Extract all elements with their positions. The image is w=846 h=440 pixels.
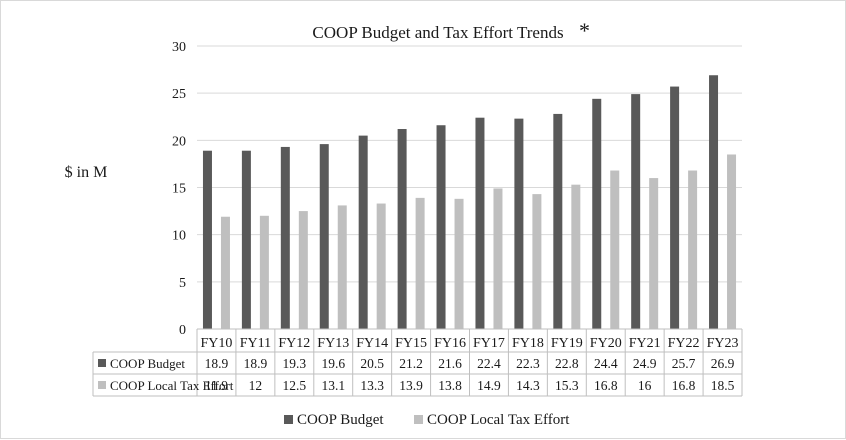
bar-coop-budget: [319, 144, 329, 329]
y-axis-label: $ in M: [65, 164, 108, 181]
bar-coop-budget: [592, 98, 602, 330]
legend-swatch: [284, 415, 293, 424]
table-value: 13.8: [438, 378, 462, 393]
table-value: 21.6: [438, 356, 462, 371]
bar-coop-local-tax-effort: [571, 184, 581, 329]
x-tick-label: FY11: [240, 336, 271, 351]
bar-coop-local-tax-effort: [688, 170, 698, 329]
x-tick-label: FY22: [668, 336, 700, 351]
y-tick-label: 25: [172, 87, 186, 102]
table-value: 16: [638, 378, 652, 393]
bar-coop-local-tax-effort: [610, 170, 620, 329]
x-tick-label: FY14: [356, 336, 388, 351]
bar-coop-local-tax-effort: [337, 205, 347, 329]
bar-coop-local-tax-effort: [220, 216, 230, 329]
table-value: 25.7: [672, 356, 696, 371]
table-value: 20.5: [360, 356, 384, 371]
bar-coop-budget: [358, 135, 368, 329]
bar-coop-local-tax-effort: [415, 197, 425, 329]
chart-title: COOP Budget and Tax Effort Trends: [312, 23, 563, 42]
bar-coop-local-tax-effort: [532, 194, 542, 329]
x-tick-label: FY23: [707, 336, 739, 351]
x-tick-label: FY13: [317, 336, 349, 351]
table-value: 12: [249, 378, 263, 393]
x-tick-label: FY16: [434, 336, 466, 351]
bar-coop-budget: [670, 86, 680, 330]
bar-coop-local-tax-effort: [493, 188, 503, 329]
chart-title-asterisk: *: [579, 18, 590, 43]
bar-coop-local-tax-effort: [376, 203, 386, 329]
x-tick-label: FY10: [201, 336, 233, 351]
table-legend-key: [98, 359, 106, 367]
table-value: 18.9: [205, 356, 229, 371]
bar-coop-local-tax-effort: [649, 178, 659, 329]
y-tick-label: 5: [179, 276, 186, 291]
table-value: 16.8: [594, 378, 618, 393]
bar-coop-local-tax-effort: [259, 215, 269, 329]
table-value: 19.3: [283, 356, 307, 371]
table-value: 15.3: [555, 378, 579, 393]
table-value: 22.8: [555, 356, 579, 371]
table-value: 18.9: [244, 356, 268, 371]
table-legend-key: [98, 381, 106, 389]
y-tick-label: 15: [172, 182, 186, 197]
table-value: 11.9: [205, 378, 228, 393]
table-value: 14.3: [516, 378, 540, 393]
table-value: 13.3: [360, 378, 384, 393]
legend-label: COOP Local Tax Effort: [427, 412, 570, 428]
table-value: 22.4: [477, 356, 501, 371]
table-value: 24.9: [633, 356, 657, 371]
bar-coop-local-tax-effort: [727, 154, 737, 329]
y-tick-label: 30: [172, 40, 186, 55]
y-tick-label: 10: [172, 229, 186, 244]
table-value: 13.1: [321, 378, 345, 393]
table-value: 12.5: [283, 378, 307, 393]
bar-coop-budget: [631, 94, 641, 329]
bar-coop-local-tax-effort: [454, 198, 464, 329]
table-value: 13.9: [399, 378, 423, 393]
bar-coop-budget: [475, 117, 485, 330]
x-tick-label: FY19: [551, 336, 583, 351]
bar-coop-budget: [553, 113, 563, 329]
y-tick-label: 0: [179, 323, 186, 338]
x-tick-label: FY18: [512, 336, 544, 351]
legend-label: COOP Budget: [297, 412, 384, 428]
bar-coop-budget: [514, 118, 524, 330]
table-value: 24.4: [594, 356, 618, 371]
table-value: 16.8: [672, 378, 696, 393]
bar-coop-local-tax-effort: [298, 211, 308, 329]
y-tick-label: 20: [172, 134, 186, 149]
table-series-name: COOP Budget: [110, 356, 185, 371]
x-tick-label: FY20: [590, 336, 622, 351]
x-tick-label: FY15: [395, 336, 427, 351]
bar-coop-budget: [280, 146, 290, 329]
bar-coop-budget: [709, 75, 719, 329]
table-value: 26.9: [711, 356, 735, 371]
table-value: 18.5: [711, 378, 735, 393]
table-series-name: COOP Local Tax Effort: [110, 378, 234, 393]
table-value: 22.3: [516, 356, 540, 371]
x-tick-label: FY12: [278, 336, 310, 351]
bar-coop-budget: [436, 125, 446, 330]
x-tick-label: FY21: [629, 336, 661, 351]
table-value: 19.6: [321, 356, 345, 371]
bar-coop-budget: [397, 129, 407, 329]
x-tick-label: FY17: [473, 336, 505, 351]
legend-swatch: [414, 415, 423, 424]
table-value: 14.9: [477, 378, 501, 393]
bar-coop-budget: [241, 150, 251, 329]
bar-coop-budget: [202, 150, 212, 329]
table-value: 21.2: [399, 356, 423, 371]
